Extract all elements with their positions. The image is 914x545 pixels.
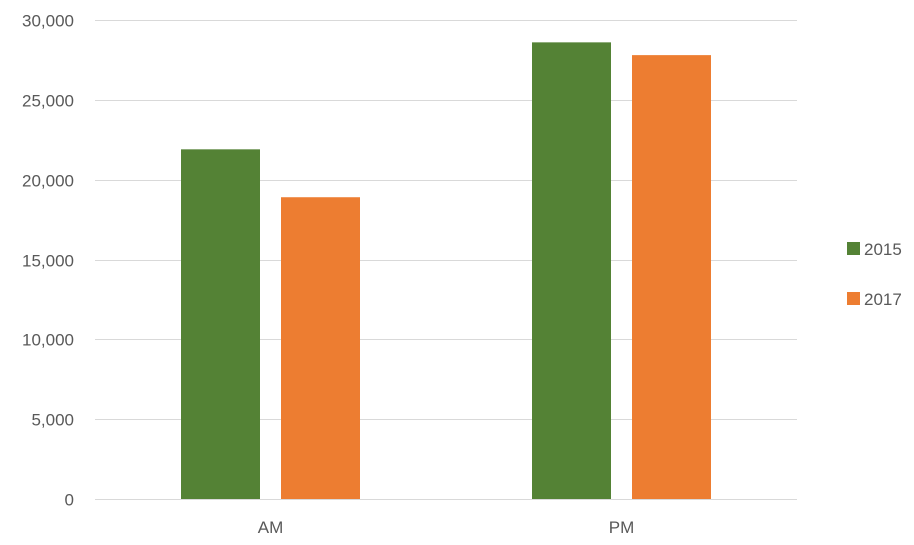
bar-2015-am [181,149,260,499]
x-tick-label: PM [609,518,635,537]
bar-2017-am [281,197,360,500]
y-tick-label: 10,000 [22,331,74,350]
y-axis-tick-labels: 0 5,000 10,000 15,000 20,000 25,000 30,000 [22,12,74,510]
legend-swatch-2017 [847,292,860,305]
x-axis-tick-labels: AM PM [258,518,635,537]
y-tick-label: 20,000 [22,172,74,191]
y-tick-label: 15,000 [22,252,74,271]
y-tick-label: 5,000 [31,411,74,430]
y-tick-label: 25,000 [22,92,74,111]
legend-label-2015: 2015 [864,240,902,259]
bar-2017-pm [632,55,711,499]
x-tick-label: AM [258,518,284,537]
bar-2015-pm [532,42,611,499]
bars [181,42,711,500]
y-tick-label: 0 [65,491,74,510]
y-tick-label: 30,000 [22,12,74,31]
legend-label-2017: 2017 [864,290,902,309]
legend: 2015 2017 [847,240,902,309]
legend-swatch-2015 [847,242,860,255]
